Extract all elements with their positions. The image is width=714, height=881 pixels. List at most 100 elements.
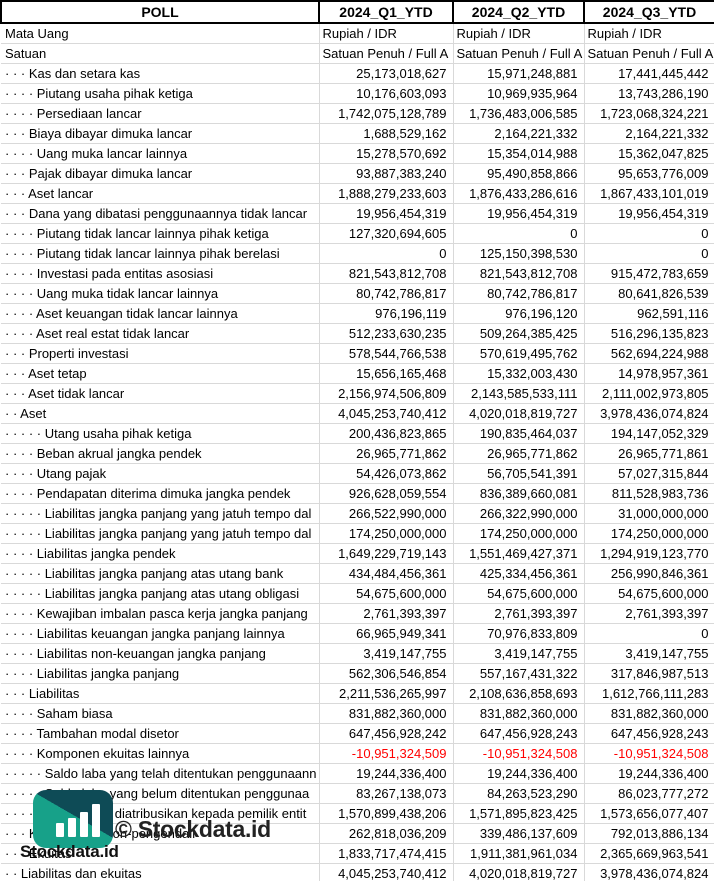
row-label[interactable]: Mata Uang xyxy=(1,23,320,44)
row-label[interactable]: · · · · Saham biasa xyxy=(1,703,320,724)
cell-value[interactable]: 2,164,221,332 xyxy=(453,123,585,144)
row-label[interactable]: · · Liabilitas dan ekuitas xyxy=(1,863,320,881)
cell-value[interactable]: 1,723,068,324,221 xyxy=(584,103,714,124)
cell-value[interactable]: 836,389,660,081 xyxy=(453,483,585,504)
cell-value[interactable]: 821,543,812,708 xyxy=(453,263,585,284)
row-label[interactable]: · · · Aset lancar xyxy=(1,183,320,204)
row-label[interactable]: · · · Ekuitas xyxy=(1,843,320,864)
cell-value[interactable]: 317,846,987,513 xyxy=(584,663,714,684)
cell-value[interactable]: 54,426,073,862 xyxy=(319,463,454,484)
row-label[interactable]: · · Aset xyxy=(1,403,320,424)
cell-value[interactable]: 425,334,456,361 xyxy=(453,563,585,584)
row-label[interactable]: · · · · Utang pajak xyxy=(1,463,320,484)
cell-value[interactable]: Rupiah / IDR xyxy=(453,23,585,44)
cell-value[interactable]: 1,888,279,233,603 xyxy=(319,183,454,204)
cell-value[interactable]: 562,306,546,854 xyxy=(319,663,454,684)
cell-value[interactable]: 190,835,464,037 xyxy=(453,423,585,444)
cell-value[interactable]: 80,742,786,817 xyxy=(453,283,585,304)
cell-value[interactable]: 70,976,833,809 xyxy=(453,623,585,644)
cell-value[interactable]: 4,020,018,819,727 xyxy=(453,403,585,424)
row-label[interactable]: · · · · Pendapatan diterima dimuka jangk… xyxy=(1,483,320,504)
cell-value[interactable]: 31,000,000,000 xyxy=(584,503,714,524)
cell-value[interactable]: 1,551,469,427,371 xyxy=(453,543,585,564)
cell-value[interactable]: 562,694,224,988 xyxy=(584,343,714,364)
cell-value[interactable]: 19,244,336,400 xyxy=(319,763,454,784)
cell-value[interactable]: 54,675,600,000 xyxy=(584,583,714,604)
cell-value[interactable]: 1,571,895,823,425 xyxy=(453,803,585,824)
cell-value[interactable]: 2,761,393,397 xyxy=(584,603,714,624)
cell-value[interactable]: 266,522,990,000 xyxy=(319,503,454,524)
row-label[interactable]: · · · Liabilitas xyxy=(1,683,320,704)
cell-value[interactable]: 10,176,603,093 xyxy=(319,83,454,104)
cell-value[interactable]: Satuan Penuh / Full A xyxy=(319,43,454,64)
cell-value[interactable]: 15,354,014,988 xyxy=(453,143,585,164)
cell-value[interactable]: 93,887,383,240 xyxy=(319,163,454,184)
cell-value[interactable]: 831,882,360,000 xyxy=(584,703,714,724)
cell-value[interactable]: 976,196,120 xyxy=(453,303,585,324)
cell-value[interactable]: 19,244,336,400 xyxy=(584,763,714,784)
cell-value[interactable]: Satuan Penuh / Full A xyxy=(584,43,714,64)
column-header-2024-q2-ytd[interactable]: 2024_Q2_YTD xyxy=(452,0,585,24)
cell-value[interactable]: 831,882,360,000 xyxy=(453,703,585,724)
cell-value[interactable]: 2,108,636,858,693 xyxy=(453,683,585,704)
cell-value[interactable]: 0 xyxy=(584,223,714,244)
cell-value[interactable]: 4,020,018,819,727 xyxy=(453,863,585,881)
cell-value[interactable]: 86,023,777,272 xyxy=(584,783,714,804)
row-label[interactable]: · · · · · Utang usaha pihak ketiga xyxy=(1,423,320,444)
cell-value[interactable]: Rupiah / IDR xyxy=(584,23,714,44)
row-label[interactable]: · · · · Piutang usaha pihak ketiga xyxy=(1,83,320,104)
row-label[interactable]: · · · · · Liabilitas jangka panjang yang… xyxy=(1,523,320,544)
row-label[interactable]: · · · Biaya dibayar dimuka lancar xyxy=(1,123,320,144)
cell-value[interactable]: 3,419,147,755 xyxy=(453,643,585,664)
cell-value[interactable]: 2,111,002,973,805 xyxy=(584,383,714,404)
cell-value[interactable]: 976,196,119 xyxy=(319,303,454,324)
cell-value[interactable]: Satuan Penuh / Full A xyxy=(453,43,585,64)
cell-value[interactable]: 26,965,771,862 xyxy=(319,443,454,464)
row-label[interactable]: · · · · Liabilitas jangka pendek xyxy=(1,543,320,564)
column-header-2024-q3-ytd[interactable]: 2024_Q3_YTD xyxy=(583,0,714,24)
row-label[interactable]: · · · Aset tetap xyxy=(1,363,320,384)
row-label[interactable]: · · · · Kewajiban imbalan pasca kerja ja… xyxy=(1,603,320,624)
column-header-2024-q1-ytd[interactable]: 2024_Q1_YTD xyxy=(318,0,454,24)
cell-value[interactable]: 915,472,783,659 xyxy=(584,263,714,284)
cell-value[interactable]: -10,951,324,508 xyxy=(584,743,714,764)
row-label[interactable]: · · · Kepentingan non-pengendali xyxy=(1,823,320,844)
cell-value[interactable]: -10,951,324,509 xyxy=(319,743,454,764)
cell-value[interactable]: 1,688,529,162 xyxy=(319,123,454,144)
cell-value[interactable]: 1,649,229,719,143 xyxy=(319,543,454,564)
cell-value[interactable]: 1,876,433,286,616 xyxy=(453,183,585,204)
cell-value[interactable]: 792,013,886,134 xyxy=(584,823,714,844)
cell-value[interactable]: 19,956,454,319 xyxy=(453,203,585,224)
cell-value[interactable]: 2,761,393,397 xyxy=(453,603,585,624)
cell-value[interactable]: 174,250,000,000 xyxy=(453,523,585,544)
cell-value[interactable]: 1,867,433,101,019 xyxy=(584,183,714,204)
row-label[interactable]: · · · · · Liabilitas jangka panjang atas… xyxy=(1,563,320,584)
cell-value[interactable]: 1,833,717,474,415 xyxy=(319,843,454,864)
cell-value[interactable]: 54,675,600,000 xyxy=(319,583,454,604)
cell-value[interactable]: 174,250,000,000 xyxy=(584,523,714,544)
cell-value[interactable]: 570,619,495,762 xyxy=(453,343,585,364)
cell-value[interactable]: -10,951,324,508 xyxy=(453,743,585,764)
cell-value[interactable]: 2,211,536,265,997 xyxy=(319,683,454,704)
cell-value[interactable]: 66,965,949,341 xyxy=(319,623,454,644)
cell-value[interactable]: 0 xyxy=(584,623,714,644)
cell-value[interactable]: 15,332,003,430 xyxy=(453,363,585,384)
cell-value[interactable]: 1,742,075,128,789 xyxy=(319,103,454,124)
cell-value[interactable]: 1,573,656,077,407 xyxy=(584,803,714,824)
row-label[interactable]: · · · · Aset keuangan tidak lancar lainn… xyxy=(1,303,320,324)
cell-value[interactable]: 926,628,059,554 xyxy=(319,483,454,504)
cell-value[interactable]: 2,156,974,506,809 xyxy=(319,383,454,404)
cell-value[interactable]: 557,167,431,322 xyxy=(453,663,585,684)
cell-value[interactable]: 15,278,570,692 xyxy=(319,143,454,164)
cell-value[interactable]: 262,818,036,209 xyxy=(319,823,454,844)
cell-value[interactable]: 2,761,393,397 xyxy=(319,603,454,624)
row-label[interactable]: · · · Aset tidak lancar xyxy=(1,383,320,404)
cell-value[interactable]: 1,570,899,438,206 xyxy=(319,803,454,824)
cell-value[interactable]: 3,978,436,074,824 xyxy=(584,403,714,424)
cell-value[interactable]: 2,143,585,533,111 xyxy=(453,383,585,404)
cell-value[interactable]: 26,965,771,861 xyxy=(584,443,714,464)
row-label[interactable]: · · · Dana yang dibatasi penggunaannya t… xyxy=(1,203,320,224)
cell-value[interactable]: 647,456,928,243 xyxy=(584,723,714,744)
cell-value[interactable]: 13,743,286,190 xyxy=(584,83,714,104)
cell-value[interactable]: 127,320,694,605 xyxy=(319,223,454,244)
